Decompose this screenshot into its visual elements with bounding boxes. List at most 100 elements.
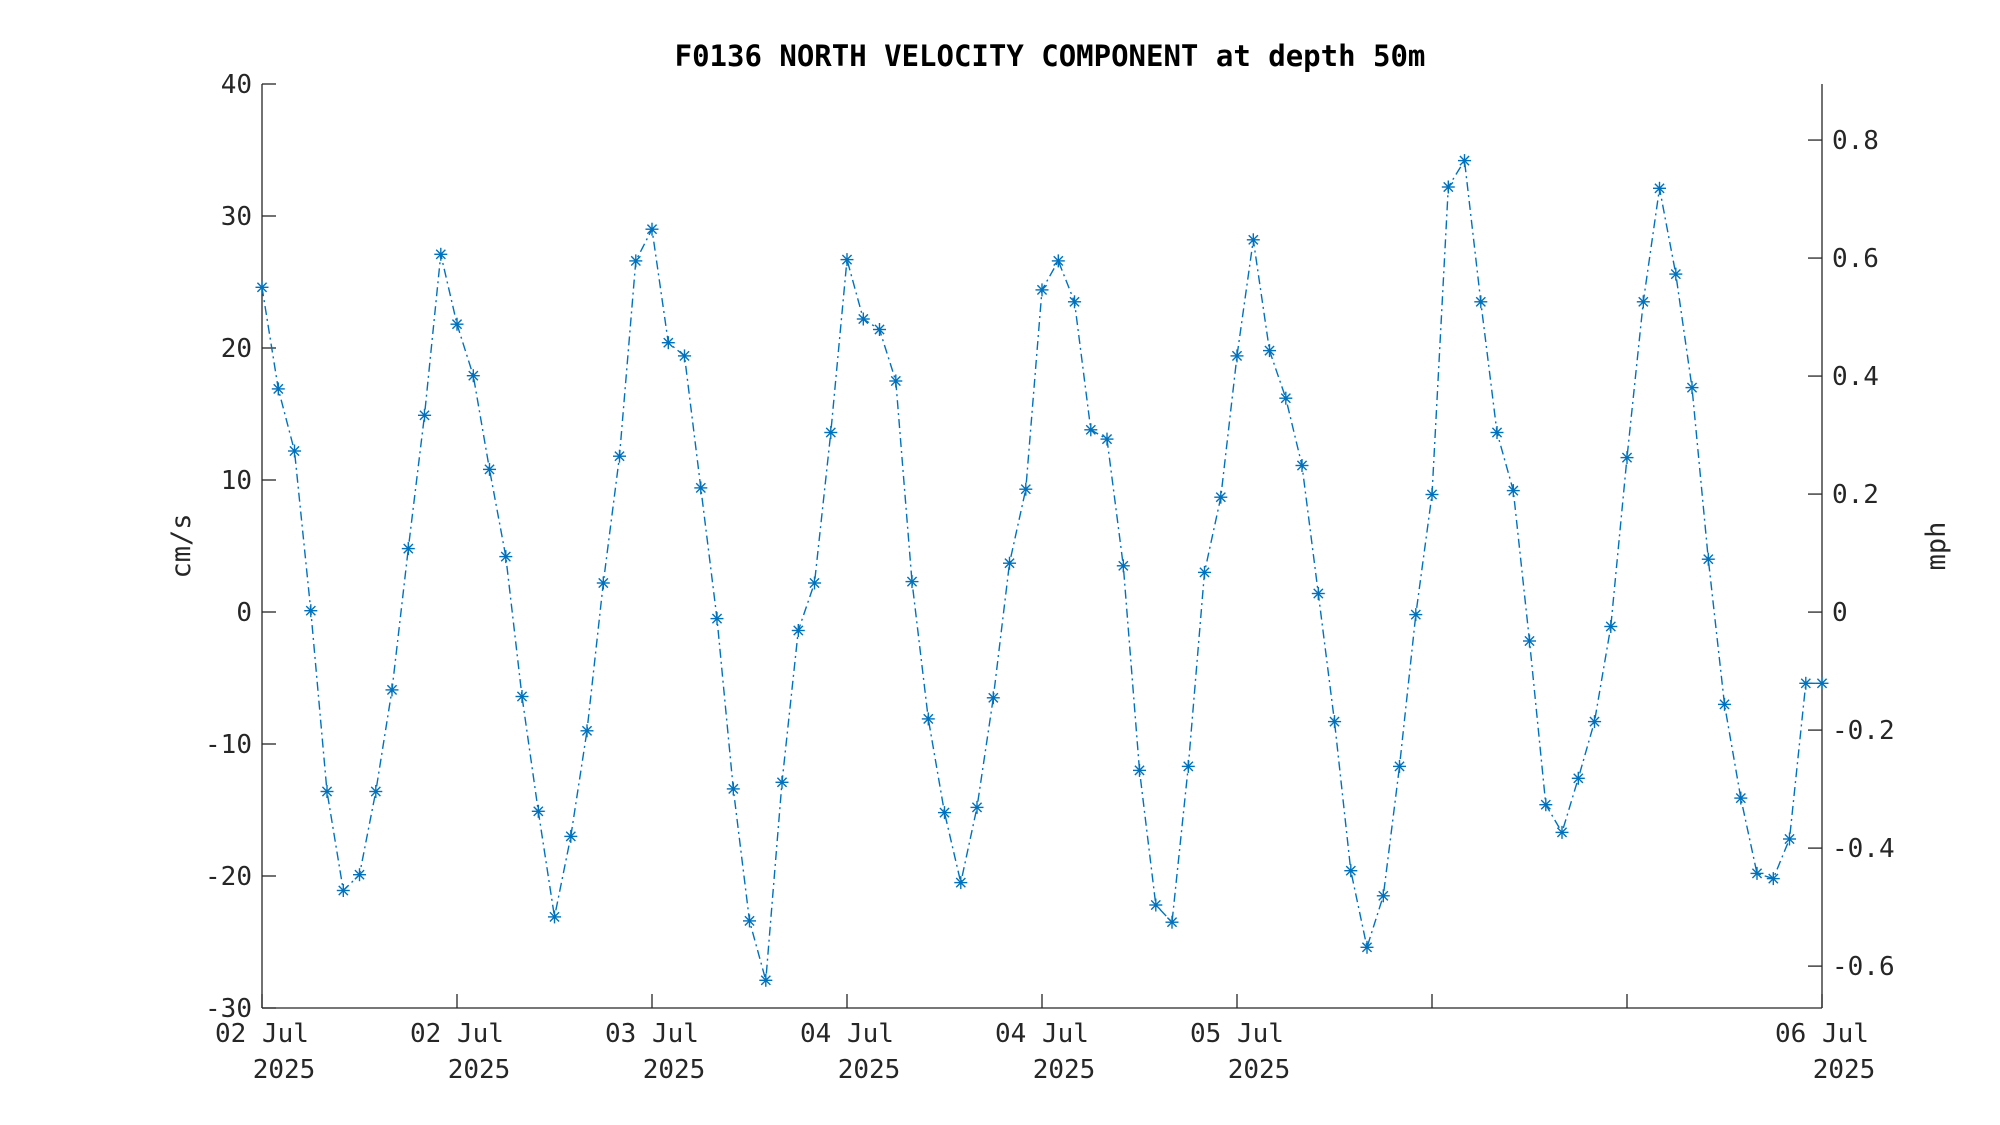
data-point (1019, 482, 1033, 496)
data-point (1246, 233, 1260, 247)
data-point (921, 712, 935, 726)
data-point (1458, 154, 1471, 168)
data-point (1539, 798, 1553, 812)
y-tick-label: 40 (221, 70, 252, 100)
data-point (1653, 181, 1666, 195)
data-point (401, 542, 415, 556)
data-point (353, 868, 366, 882)
y2-axis-label: mph (1921, 522, 1952, 571)
data-point (1311, 587, 1325, 600)
y2-tick-label: 0.6 (1832, 244, 1879, 274)
data-point (1620, 451, 1634, 465)
x-tick-label: 02 Jul (410, 1019, 504, 1049)
axes: -30 -20 -10 0 10 20 30 40 -0.6 -0.4 -0.2 0 0.2 0.4 0.6… (205, 70, 1895, 1085)
data-point (1149, 898, 1163, 912)
data-point (1393, 759, 1406, 773)
data-point (986, 691, 1000, 705)
data-point (1003, 556, 1016, 570)
y2-tick-label: -0.6 (1832, 952, 1895, 982)
data-point (1230, 349, 1244, 363)
data-point (743, 914, 756, 928)
data-point (499, 550, 513, 564)
data-point (808, 576, 821, 590)
data-point (369, 785, 383, 798)
data-point (1100, 432, 1114, 446)
x-tick-label-year: 2025 (1813, 1055, 1876, 1085)
y-tick-label: 20 (221, 334, 252, 364)
data-point (1344, 864, 1358, 878)
y-tick-label: 0 (236, 598, 252, 628)
data-point (1669, 267, 1683, 281)
data-point (1490, 426, 1504, 439)
data-point (564, 829, 578, 843)
y-axis-label: cm/s (166, 513, 197, 578)
data-point (645, 222, 659, 236)
x-tick-label-year: 2025 (643, 1055, 706, 1085)
data-point (1279, 391, 1293, 405)
data-point (450, 317, 464, 331)
x-tick-label-year: 2025 (838, 1055, 901, 1085)
x-tick-label-year: 2025 (1033, 1055, 1096, 1085)
data-point (889, 374, 903, 388)
data-point (1035, 283, 1049, 297)
data-point (320, 785, 334, 798)
data-point (1441, 180, 1455, 194)
data-point (1506, 484, 1520, 498)
data-point (1571, 771, 1585, 785)
data-point (1328, 715, 1341, 729)
data-point (1734, 791, 1748, 805)
data-point (1133, 763, 1146, 777)
data-point (1295, 459, 1309, 472)
data-point (726, 782, 740, 796)
x-tick-label-year: 2025 (1228, 1055, 1291, 1085)
data-point (873, 323, 886, 336)
data-point (1718, 697, 1731, 711)
chart-title: F0136 NORTH VELOCITY COMPONENT at depth … (675, 39, 1426, 73)
x-tick-label: 05 Jul (1190, 1019, 1284, 1049)
y2-tick-label: 0 (1832, 598, 1848, 628)
data-point (678, 349, 691, 363)
data-point (938, 806, 951, 820)
data-point (613, 449, 626, 463)
series-layer (255, 154, 1829, 987)
data-point (434, 247, 448, 261)
data-point (824, 426, 838, 439)
data-point (1198, 565, 1211, 579)
data-point (1815, 676, 1829, 690)
y2-tick-label: 0.4 (1832, 362, 1879, 392)
data-point (856, 312, 870, 326)
data-point (1376, 889, 1390, 903)
data-point (1523, 634, 1536, 648)
data-point (1766, 872, 1780, 886)
data-point (1181, 759, 1195, 773)
data-point (1263, 344, 1276, 358)
data-point (1474, 295, 1488, 309)
data-point (1750, 866, 1764, 880)
data-point (1214, 490, 1228, 504)
data-point (1555, 825, 1569, 839)
data-point (1685, 381, 1699, 395)
data-point (531, 804, 545, 818)
data-point (694, 481, 708, 495)
x-tick-label: 04 Jul (995, 1019, 1089, 1049)
data-point (710, 612, 724, 626)
y-tick-label: -30 (205, 994, 252, 1024)
y2-tick-label: -0.2 (1832, 716, 1895, 746)
data-point (1783, 832, 1796, 846)
data-point (1084, 423, 1098, 437)
data-point (775, 775, 789, 789)
data-point (1051, 254, 1065, 268)
data-point (954, 876, 968, 890)
data-point (1588, 715, 1601, 729)
y-tick-label: 30 (221, 202, 252, 232)
y-tick-label: -10 (205, 730, 252, 760)
data-point (548, 910, 561, 924)
x-tick-label-year: 2025 (253, 1055, 316, 1085)
data-point (271, 382, 285, 396)
data-point (629, 254, 643, 268)
data-point (1636, 295, 1650, 309)
x-tick-label: 06 Jul (1775, 1019, 1869, 1049)
data-point (288, 444, 301, 458)
